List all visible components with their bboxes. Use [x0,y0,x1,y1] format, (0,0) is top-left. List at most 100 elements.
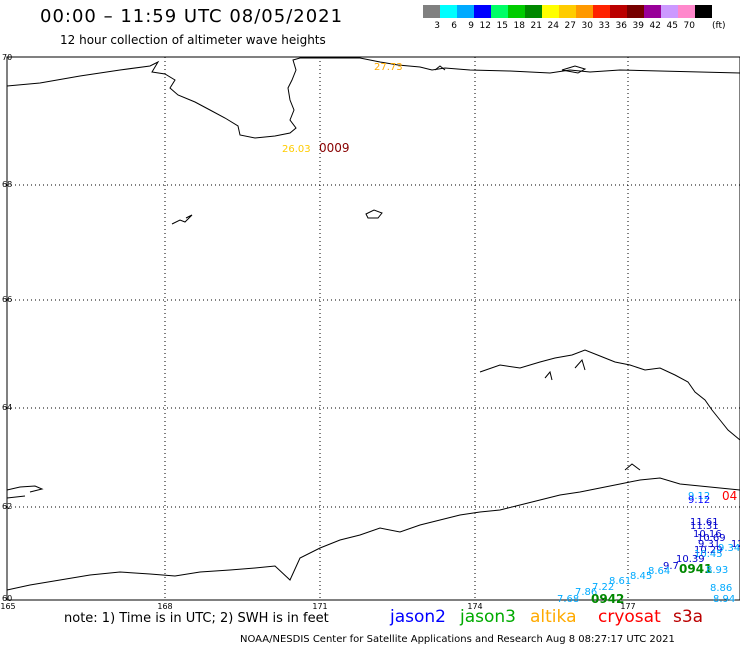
legend-label: 45 [666,21,678,31]
obs-label: 8.86 [710,583,732,594]
map-frame [6,56,740,601]
legend-swatch: 3 [423,5,440,31]
lon-label-171: 171 [312,602,327,611]
legend-label: 70 [683,21,695,31]
obs-label: 11.61 [690,517,719,528]
color-legend: 3 6 9 12 15 18 21 24 27 30 33 36 39 42 45 70 [423,5,712,31]
legend-swatch: 33 [593,5,610,31]
legend-label: 33 [598,21,610,31]
obs-label: 9.12 [688,491,710,502]
lon-labels: 165 168 171 174 177 [0,602,635,611]
lon-label-174: 174 [467,602,482,611]
coastline-east [479,349,740,441]
obs-label: 7.86 [575,587,597,598]
legend-swatch: 45 [661,5,678,31]
legend-swatch: 39 [627,5,644,31]
legend-label: 42 [649,21,661,31]
obs-label: 10.45 [694,549,723,560]
lat-labels: 70 68 66 64 62 60 [2,53,12,603]
obs-label: 7.22 [592,582,614,593]
island-center [365,209,383,219]
satellite-jason3: jason3 [460,607,516,627]
satellite-cryosat: cryosat [598,607,661,627]
obs-label: 8.64 [648,566,670,577]
legend-swatch: 24 [542,5,559,31]
lat-label-64: 64 [2,403,12,412]
legend-label: 39 [632,21,644,31]
obs-label: 10.69 [697,533,726,544]
legend-label: 36 [615,21,627,31]
obs-label: 7.68 [557,594,579,605]
legend-label: 15 [496,21,508,31]
coastline-bay [434,65,446,71]
obs-label: 26.03 [282,144,311,155]
obs-label: 04 [722,489,737,503]
obs-label: 10.16 [693,529,722,540]
legend-swatch: 30 [576,5,593,31]
obs-label: 12 [731,539,740,550]
obs-label: 9.31 [698,539,720,550]
coastline-north [6,57,740,139]
lat-label-62: 62 [2,502,12,511]
lat-label-66: 66 [2,295,12,304]
lon-label-177: 177 [620,602,635,611]
coastlines [6,57,740,591]
legend-swatch: 9 [457,5,474,31]
map-title: 00:00 – 11:59 UTC 08/05/2021 [40,6,344,27]
legend-unit: (ft) [712,21,726,31]
obs-label: 10.39 [676,554,705,565]
obs-label: 9.34 [718,543,740,554]
satellite-s3a: s3a [673,607,704,627]
obs-label: 0941 [679,562,712,576]
footer-note: note: 1) Time is in UTC; 2) SWH is in fe… [64,611,329,626]
coastline-east-peninsula [544,358,586,381]
coastline-south-hook [624,463,641,471]
legend-label: 9 [468,21,474,31]
legend-label: 3 [434,21,440,31]
obs-label: 8.93 [706,565,728,576]
island-west [171,214,193,225]
obs-label: 8.94 [713,594,735,605]
lat-label-68: 68 [2,180,12,189]
island-southwest [6,485,44,499]
obs-label: 0942 [591,592,624,606]
satellite-jason2: jason2 [390,607,446,627]
legend-label: 30 [581,21,593,31]
credit-line: NOAA/NESDIS Center for Satellite Applica… [240,634,675,645]
legend-swatch: 70 [678,5,695,31]
legend-swatch: 15 [491,5,508,31]
lon-label-165: 165 [0,602,15,611]
legend-swatch: 18 [508,5,525,31]
legend-swatch: 27 [559,5,576,31]
legend-swatch: 12 [474,5,491,31]
legend-swatch: 6 [440,5,457,31]
obs-label: 9.7 [663,561,679,572]
lat-label-60: 60 [2,594,12,603]
legend-label: 18 [513,21,525,31]
obs-label: 11.31 [690,521,719,532]
legend-label: 24 [547,21,559,31]
graticule [7,57,740,600]
map-subtitle: 12 hour collection of altimeter wave hei… [60,33,326,47]
legend-swatch [695,5,712,18]
obs-label: 10.29 [694,545,723,556]
obs-label: 9.12 [688,495,710,506]
legend-swatch: 21 [525,5,542,31]
legend-label: 27 [564,21,576,31]
legend-label: 6 [451,21,457,31]
satellite-altika: altika [530,607,577,627]
coastline-north-islet [561,65,587,74]
obs-label: 8.45 [630,571,652,582]
lat-label-70: 70 [2,53,12,62]
legend-label: 21 [530,21,542,31]
legend-swatch: 36 [610,5,627,31]
obs-label: 0009 [319,141,350,155]
legend-label: 12 [479,21,491,31]
legend-swatch: 42 [644,5,661,31]
observation-labels: 27.73 26.03 0009 9.12 9.12 04 11.61 11.3… [282,62,740,606]
lon-label-168: 168 [157,602,172,611]
coastline-south [6,477,740,591]
obs-label: 8.61 [609,576,631,587]
obs-label: 27.73 [374,62,403,73]
